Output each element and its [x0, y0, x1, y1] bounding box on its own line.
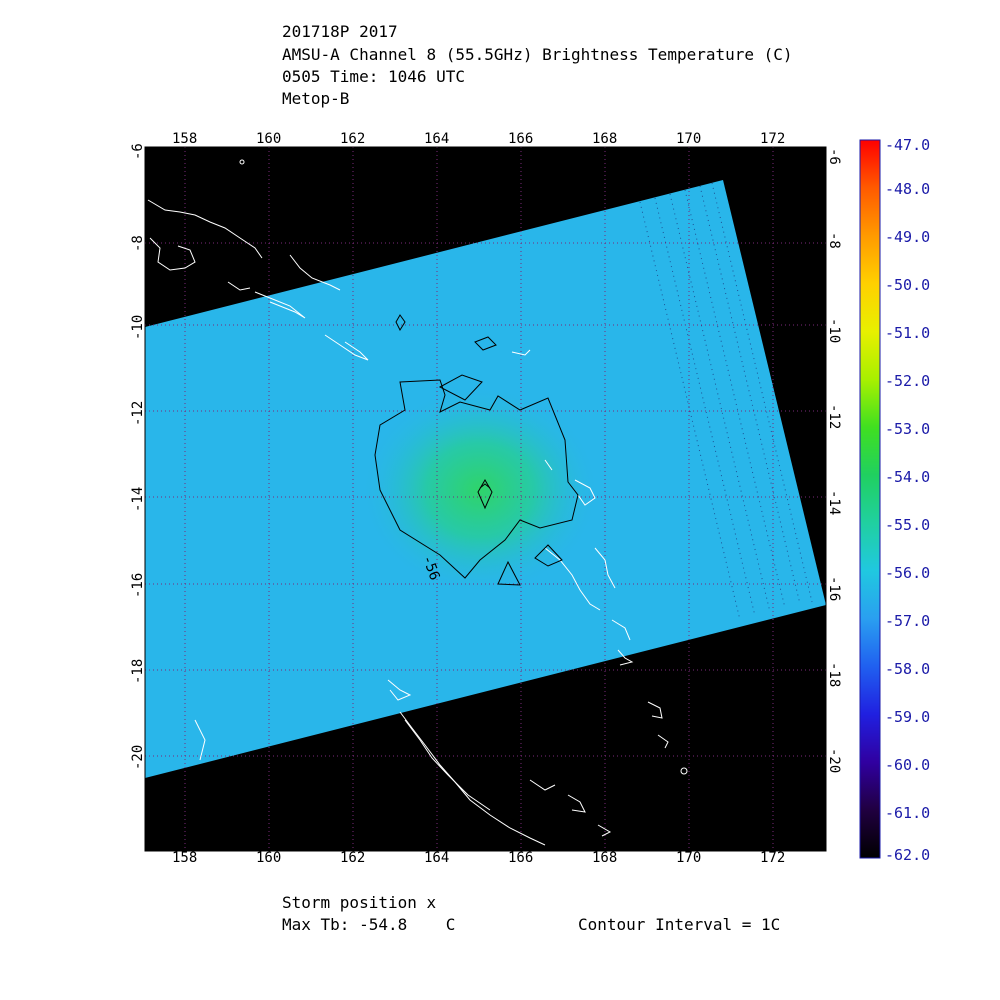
lon-tick: 168 [592, 850, 617, 866]
lat-tick: -8 [826, 232, 842, 249]
lat-tick: -18 [826, 662, 842, 687]
lat-tick: -16 [826, 576, 842, 601]
lat-tick: -14 [826, 490, 842, 515]
lon-tick: 166 [508, 850, 533, 866]
temperature-contour [374, 314, 579, 586]
plot-frame [144, 146, 827, 852]
colorbar-label: -55.0 [885, 516, 931, 534]
title-satellite: Metop-B [282, 89, 350, 108]
swath-edge-dots [639, 182, 813, 621]
lon-tick: 162 [340, 850, 365, 866]
lon-tick: 158 [172, 131, 197, 147]
colorbar-label: -47.0 [885, 136, 931, 154]
lat-tick: -10 [130, 315, 146, 340]
lon-ticks-top: 158 160 162 164 166 168 170 172 [172, 131, 785, 147]
colorbar-label: -62.0 [885, 846, 931, 864]
lon-tick: 164 [424, 850, 449, 866]
lon-tick: 160 [256, 131, 281, 147]
lon-ticks-bottom: 158 160 162 164 166 168 170 172 [172, 850, 785, 866]
colorbar-label: -57.0 [885, 612, 931, 630]
lat-tick: -14 [130, 487, 146, 512]
lat-ticks-right: -6 -8 -10 -12 -14 -16 -18 -20 [826, 148, 842, 773]
lat-tick: -20 [130, 745, 146, 770]
lon-tick: 162 [340, 131, 365, 147]
lat-tick: -10 [826, 318, 842, 343]
colorbar-label: -54.0 [885, 468, 931, 486]
lon-tick: 172 [760, 850, 785, 866]
colorbar-label: -48.0 [885, 180, 931, 198]
lon-tick: 170 [676, 850, 701, 866]
colorbar-label: -60.0 [885, 756, 931, 774]
lon-tick: 160 [256, 850, 281, 866]
colorbar-label: -58.0 [885, 660, 931, 678]
title-storm-id: 201718P 2017 [282, 22, 398, 41]
lat-tick: -12 [130, 401, 146, 426]
lon-tick: 166 [508, 131, 533, 147]
lat-lon-grid [145, 147, 826, 851]
colorbar-label: -51.0 [885, 324, 931, 342]
colorbar-label: -50.0 [885, 276, 931, 294]
max-tb-label: Max Tb: -54.8 C [282, 915, 456, 934]
colorbar-label: -61.0 [885, 804, 931, 822]
lat-tick: -8 [130, 235, 146, 252]
colorbar-label: -56.0 [885, 564, 931, 582]
warm-core-region [360, 385, 600, 595]
lat-tick: -20 [826, 748, 842, 773]
lat-tick: -16 [130, 573, 146, 598]
lat-ticks-left: -6 -8 -10 -12 -14 -16 -18 -20 [130, 143, 146, 770]
storm-position-label: Storm position x [282, 893, 437, 912]
title-product: AMSU-A Channel 8 (55.5GHz) Brightness Te… [282, 45, 793, 64]
colorbar-label: -52.0 [885, 372, 931, 390]
lon-tick: 170 [676, 131, 701, 147]
lon-tick: 164 [424, 131, 449, 147]
lat-tick: -6 [826, 148, 842, 165]
colorbar [859, 139, 881, 859]
lat-tick: -12 [826, 404, 842, 429]
lon-tick: 172 [760, 131, 785, 147]
lat-tick: -6 [130, 143, 146, 160]
lat-tick: -18 [130, 659, 146, 684]
colorbar-label: -59.0 [885, 708, 931, 726]
coastlines [147, 159, 688, 846]
contour-interval-label: Contour Interval = 1C [578, 915, 781, 934]
title-time: 0505 Time: 1046 UTC [282, 67, 466, 86]
lon-tick: 158 [172, 850, 197, 866]
colorbar-label: -49.0 [885, 228, 931, 246]
lon-tick: 168 [592, 131, 617, 147]
colorbar-label: -53.0 [885, 420, 931, 438]
